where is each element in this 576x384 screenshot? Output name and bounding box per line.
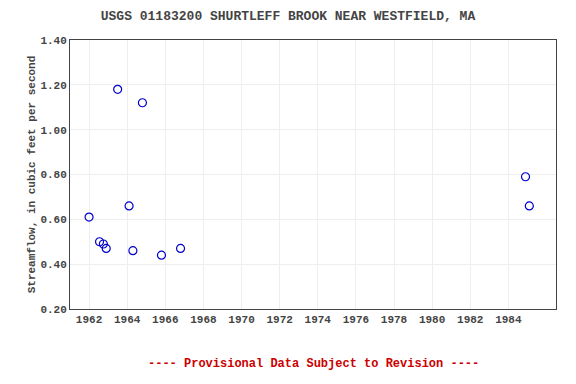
- svg-text:1.20: 1.20: [40, 80, 66, 92]
- svg-text:0.40: 0.40: [40, 259, 66, 271]
- svg-text:1968: 1968: [190, 314, 217, 326]
- svg-text:0.80: 0.80: [40, 169, 66, 181]
- svg-text:1984: 1984: [495, 314, 522, 326]
- svg-text:1980: 1980: [419, 314, 445, 326]
- svg-text:1962: 1962: [76, 314, 102, 326]
- svg-text:1966: 1966: [152, 314, 178, 326]
- svg-text:1976: 1976: [343, 314, 369, 326]
- svg-text:USGS 01183200 SHURTLEFF BROOK: USGS 01183200 SHURTLEFF BROOK NEAR WESTF…: [101, 9, 476, 24]
- svg-text:1.40: 1.40: [40, 35, 66, 47]
- svg-text:0.20: 0.20: [40, 304, 66, 316]
- svg-text:---- Provisional Data Subject: ---- Provisional Data Subject to Revisio…: [148, 357, 479, 371]
- svg-text:1972: 1972: [266, 314, 292, 326]
- svg-text:Streamflow, in cubic feet per: Streamflow, in cubic feet per second: [26, 56, 38, 294]
- svg-text:1964: 1964: [114, 314, 141, 326]
- svg-text:0.60: 0.60: [40, 214, 66, 226]
- svg-text:1.00: 1.00: [40, 125, 66, 137]
- svg-text:1970: 1970: [228, 314, 254, 326]
- svg-text:1982: 1982: [457, 314, 483, 326]
- svg-text:1978: 1978: [381, 314, 408, 326]
- svg-text:1974: 1974: [305, 314, 332, 326]
